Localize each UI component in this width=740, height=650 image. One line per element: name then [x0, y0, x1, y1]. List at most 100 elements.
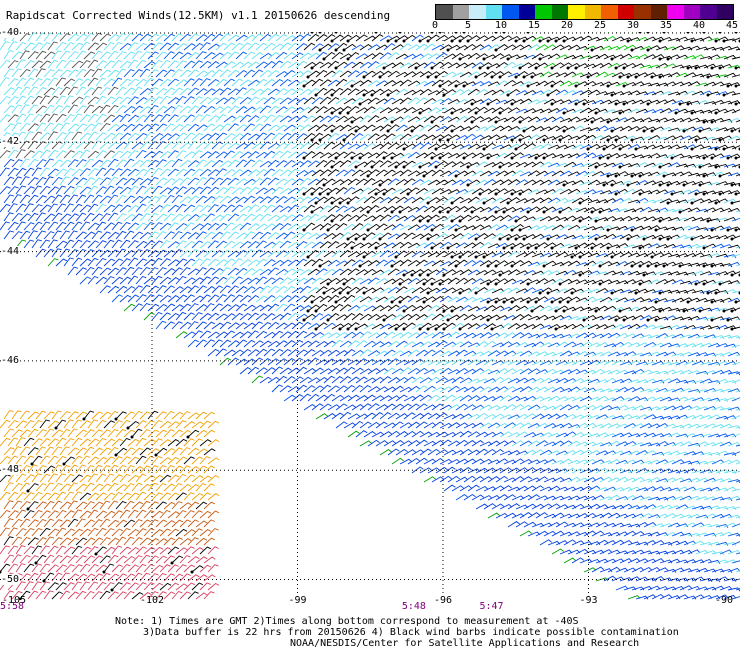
wind-barb [3, 212, 14, 222]
wind-barb [455, 422, 469, 429]
wind-barb [623, 459, 637, 465]
wind-barb [331, 303, 344, 312]
wind-barb [391, 170, 405, 177]
wind-barb [19, 158, 30, 168]
wind-barb [555, 107, 569, 114]
wind-barb [675, 396, 689, 402]
wind-barb-dot [546, 39, 550, 43]
wind-barb [719, 297, 733, 303]
wind-barb [123, 483, 135, 492]
wind-barb [243, 358, 256, 366]
wind-barb [711, 171, 725, 177]
wind-barb [343, 61, 356, 69]
wind-barb [331, 268, 344, 276]
wind-barb [59, 122, 70, 132]
wind-barb [147, 285, 160, 294]
wind-barb [475, 467, 489, 474]
wind-barb [367, 260, 380, 267]
wind-barb [591, 297, 605, 303]
wind-barb [191, 150, 203, 159]
wind-barb [255, 330, 268, 339]
wind-barb-dot [702, 174, 706, 178]
wind-barb [655, 82, 669, 87]
wind-barb [719, 244, 733, 249]
wind-barb [123, 266, 135, 276]
wind-barb [299, 177, 312, 186]
wind-barb [483, 89, 497, 96]
wind-barb [235, 51, 247, 60]
wind-barb [143, 510, 155, 519]
wind-barb [431, 313, 444, 321]
wind-barb-dot [426, 327, 430, 331]
wind-barb [135, 437, 147, 447]
wind-barb [675, 360, 689, 366]
wind-barb [475, 197, 489, 204]
wind-barb [47, 239, 58, 249]
wind-barb [103, 42, 115, 51]
wind-barb [235, 249, 248, 258]
wind-barb [711, 136, 725, 141]
wind-barb [215, 204, 227, 213]
wind-barb [251, 268, 264, 276]
wind-barb [51, 519, 63, 528]
wind-barb [399, 386, 413, 393]
wind-barb-dot [638, 192, 642, 196]
wind-barb [143, 97, 156, 105]
wind-barb [671, 171, 685, 177]
wind-barb [475, 431, 489, 438]
wind-barb-dot [690, 147, 694, 151]
wind-barb [355, 213, 368, 222]
wind-barb [567, 135, 581, 141]
wind-barb [291, 268, 304, 276]
wind-barb [459, 54, 473, 60]
wind-barb [423, 223, 436, 231]
wind-barb [707, 288, 721, 294]
wind-barb [155, 285, 167, 294]
wind-barb-dot [314, 327, 318, 331]
wind-barb [663, 315, 677, 321]
wind-barb [447, 369, 461, 375]
wind-barb [435, 359, 449, 366]
wind-barb [375, 151, 388, 159]
wind-barb [111, 276, 124, 285]
wind-barb [11, 446, 22, 456]
wind-barb [0, 186, 11, 195]
wind-barb [3, 176, 15, 186]
wind-barb [351, 277, 364, 285]
wind-barb [655, 333, 669, 339]
wind-barb [495, 80, 509, 87]
wind-barb [31, 455, 43, 465]
wind-barb [183, 114, 195, 123]
wind-barb [311, 241, 324, 249]
wind-barb [63, 168, 75, 177]
wind-barb [435, 304, 448, 312]
wind-barb [7, 149, 19, 159]
wind-barb [195, 213, 208, 222]
wind-barb-dot [670, 156, 674, 160]
wind-barb [259, 123, 271, 132]
wind-barb [95, 473, 107, 483]
wind-barb [499, 503, 513, 510]
wind-barb [363, 70, 376, 78]
wind-barb [55, 509, 67, 519]
wind-barb [655, 459, 669, 465]
wind-barb [551, 261, 565, 267]
wind-barb-dot [598, 282, 602, 286]
wind-barb [307, 249, 320, 258]
wind-barb [451, 125, 465, 132]
wind-barb [271, 114, 284, 123]
wind-barb [91, 159, 104, 168]
wind-barb [343, 98, 356, 105]
wind-barb [411, 161, 425, 168]
wind-barb [175, 311, 187, 321]
wind-barb [0, 509, 11, 519]
wind-barb [399, 188, 412, 195]
wind-barb [595, 414, 609, 420]
wind-barb-dot [598, 210, 602, 214]
wind-barb [131, 466, 144, 474]
wind-barb [355, 358, 368, 366]
wind-barb [239, 79, 252, 87]
wind-barb [103, 258, 116, 267]
wind-barb [471, 260, 484, 267]
wind-barb-dot [658, 237, 662, 241]
